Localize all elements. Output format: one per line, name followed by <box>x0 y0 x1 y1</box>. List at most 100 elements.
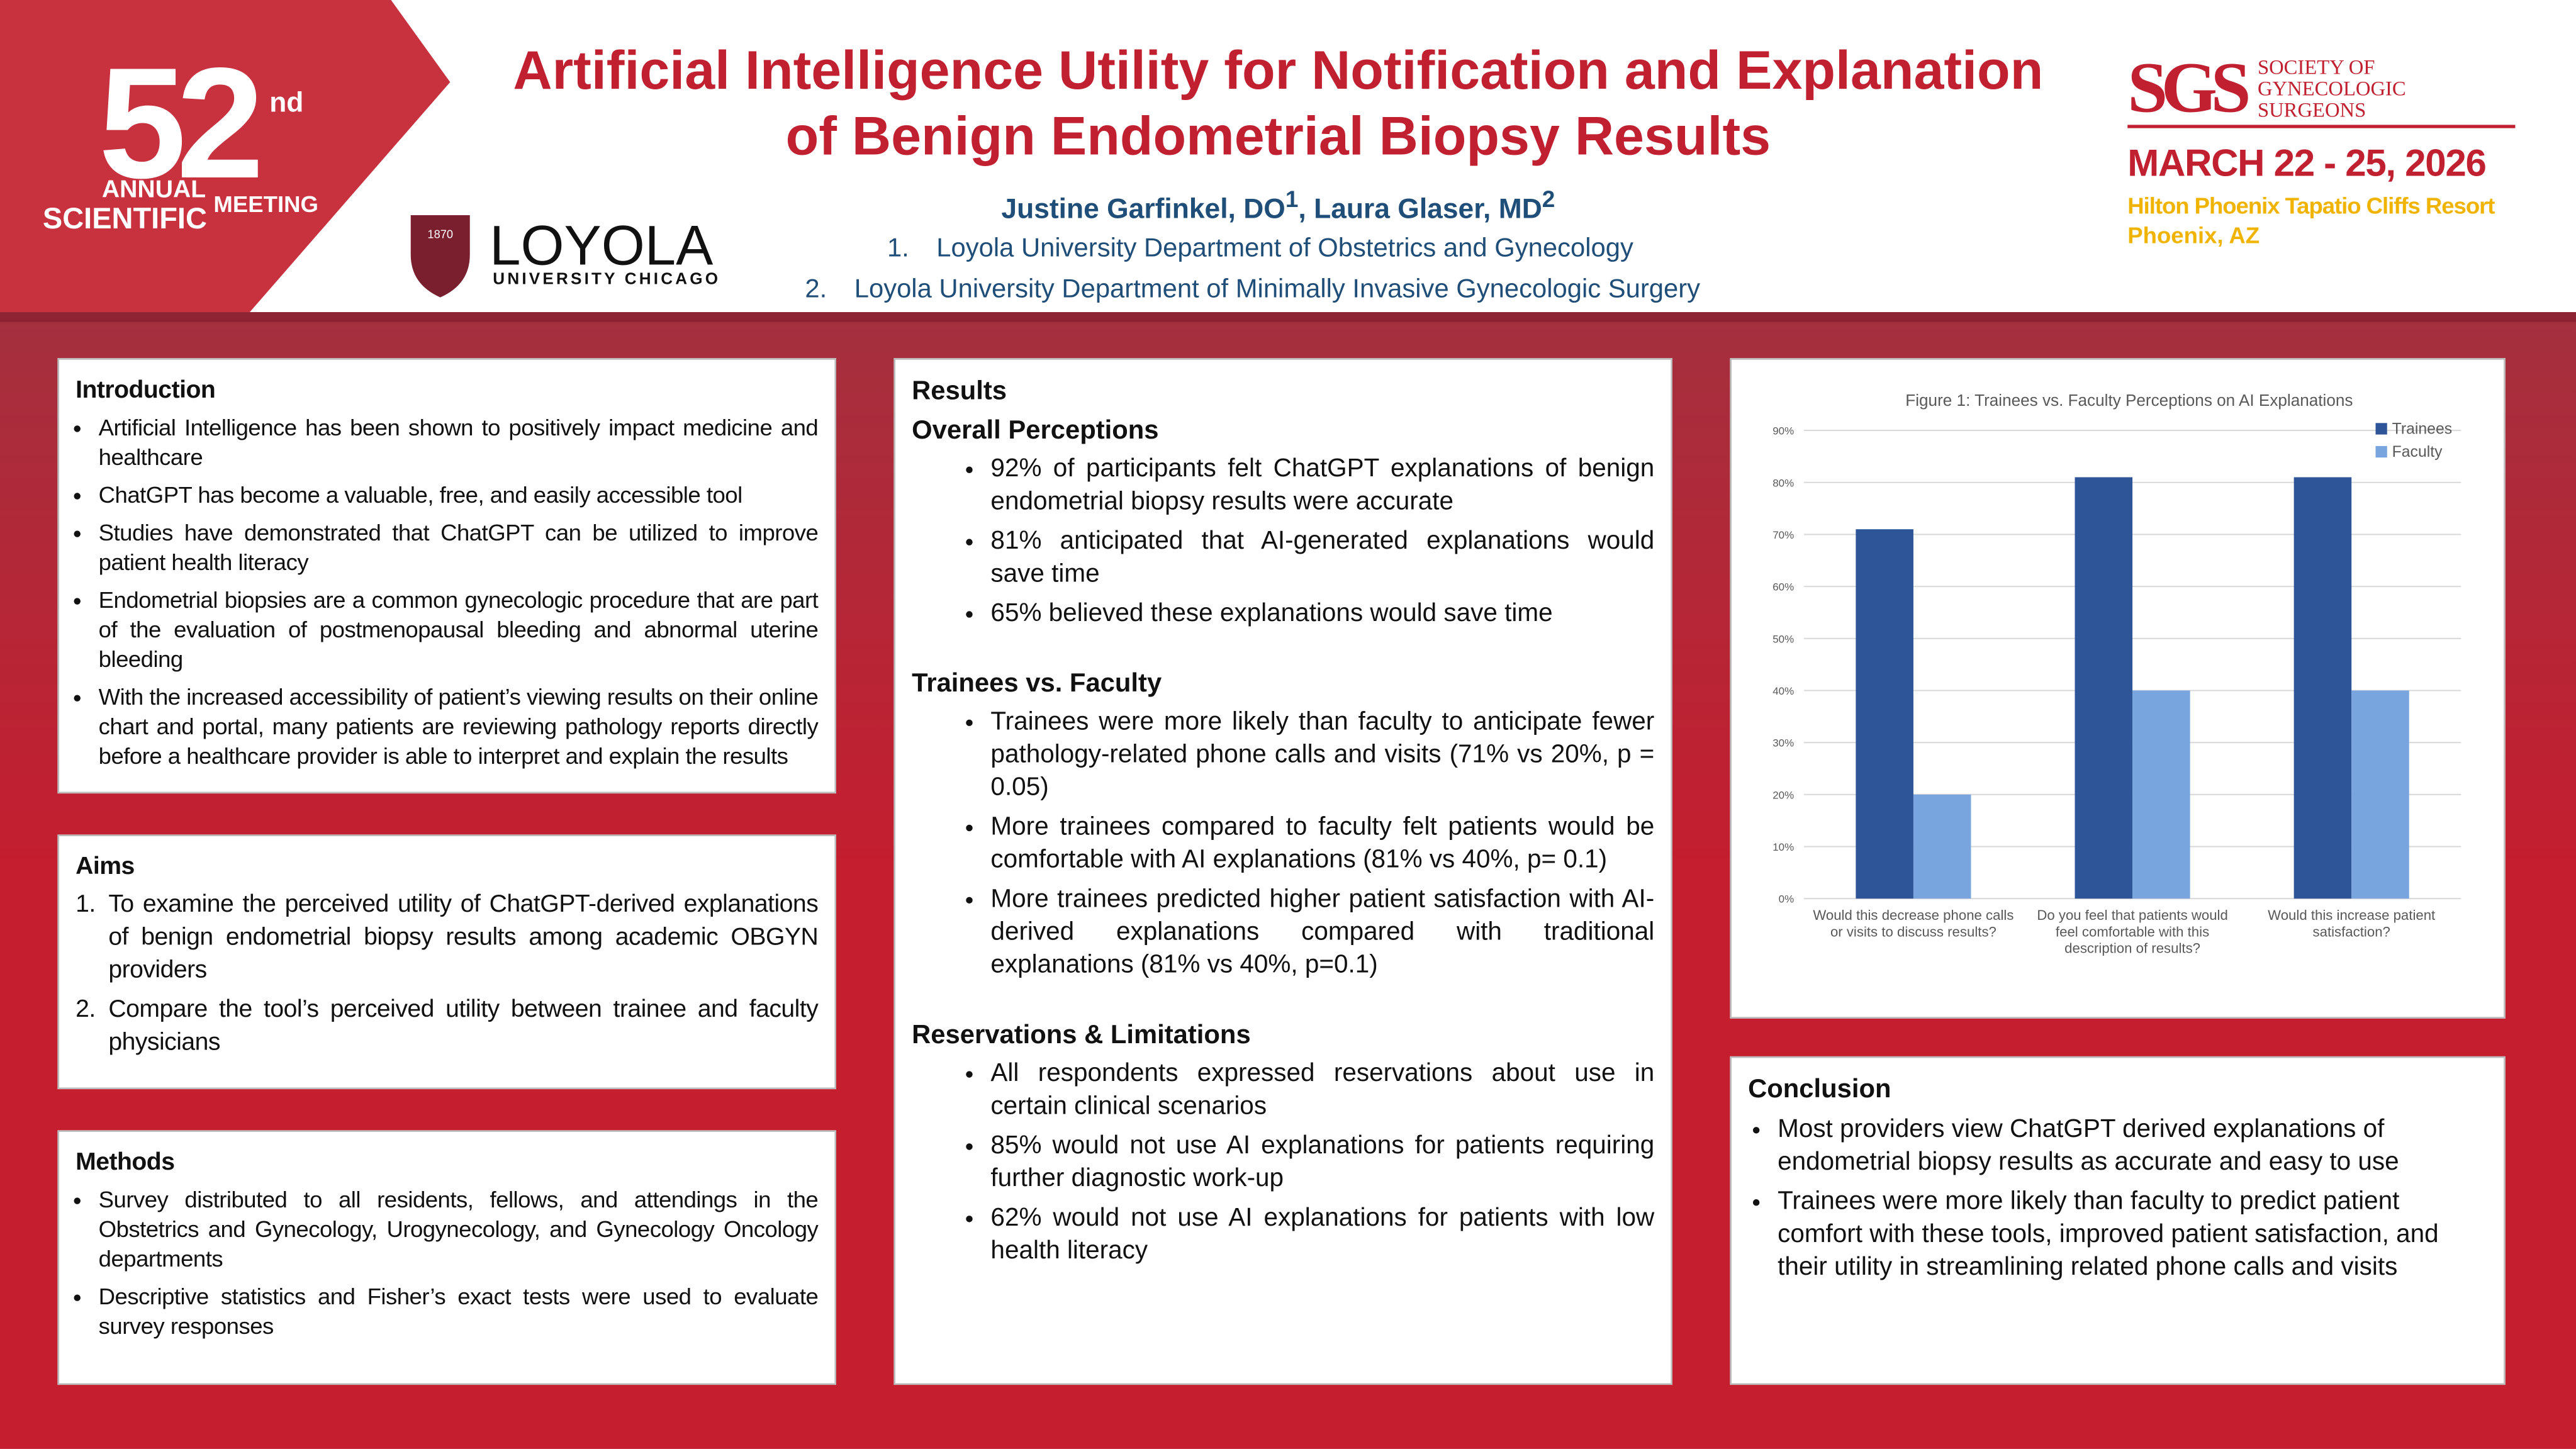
logo-shield <box>410 215 470 298</box>
sgs-name-line: SOCIETY OF <box>2257 55 2375 79</box>
bullet-list: All respondents expressed reservations a… <box>912 1058 1654 1268</box>
sgs-logo: SGS SOCIETY OF GYNECOLOGIC SURGEONS MARCH… <box>2127 47 2538 249</box>
bar <box>1856 529 1913 899</box>
badge-suffix: nd <box>269 87 303 118</box>
author-affiliation: 1 <box>1285 187 1299 214</box>
bar <box>2132 690 2190 899</box>
authors: Justine Garfinkel, DO1, Laura Glaser, MD… <box>444 187 2113 227</box>
legend-swatch <box>2375 423 2387 435</box>
bullet: 92% of participants felt ChatGPT explana… <box>990 454 1654 519</box>
title-line: Artificial Intelligence Utility for Noti… <box>513 39 2044 101</box>
y-tick-label: 80% <box>1772 477 1794 489</box>
y-tick-label: 0% <box>1779 893 1795 905</box>
subsection-heading: Reservations & Limitations <box>912 1022 1251 1050</box>
numbered-item: 2. Compare the tool’s perceived utility b… <box>76 994 819 1060</box>
affiliation-text: Loyola University Department of Minimall… <box>854 276 1701 305</box>
methods-panel: Methods Survey distributed to all residen… <box>57 1130 836 1385</box>
section-heading: Introduction <box>76 376 216 405</box>
sgs-mark: SGS <box>2127 47 2251 128</box>
y-tick-label: 30% <box>1772 737 1794 749</box>
logo-subtitle: UNIVERSITY CHICAGO <box>493 269 720 288</box>
legend-swatch <box>2375 445 2387 458</box>
badge-line: MEETING <box>213 191 318 217</box>
sgs-mark-row: SGS SOCIETY OF GYNECOLOGIC SURGEONS <box>2127 47 2516 128</box>
bullet-list: Most providers view ChatGPT derived expl… <box>1748 1114 2487 1285</box>
section-heading: Results <box>912 378 1007 406</box>
bullet: Most providers view ChatGPT derived expl… <box>1778 1114 2487 1179</box>
bullet: 65% believed these explanations would sa… <box>990 598 1654 630</box>
affiliation-text: Loyola University Department of Obstetri… <box>936 235 1633 263</box>
meeting-venue: Hilton Phoenix Tapatio Cliffs Resort <box>2127 192 2495 219</box>
affiliation: 2. Loyola University Department of Minima… <box>805 276 1700 306</box>
bullet: More trainees predicted higher patient s… <box>990 884 1654 983</box>
bullet-list: 92% of participants felt ChatGPT explana… <box>912 454 1654 631</box>
legend-label: Faculty <box>2392 444 2443 461</box>
author-name: Justine Garfinkel, DO <box>1001 193 1285 225</box>
badge-line: SCIENTIFIC <box>43 201 207 235</box>
y-tick-label: 40% <box>1772 685 1794 697</box>
badge-shape <box>0 0 451 313</box>
aims-panel: Aims 1. To examine the perceived utility o… <box>57 834 836 1090</box>
author-affiliation: 2 <box>1542 187 1555 214</box>
y-tick-label: 10% <box>1772 841 1794 853</box>
conclusion-panel: Conclusion Most providers view ChatGPT de… <box>1730 1056 2506 1385</box>
bullet: ChatGPT has become a valuable, free, and… <box>99 479 819 509</box>
bullet-list: Trainees were more likely than faculty t… <box>912 707 1654 983</box>
author-separator: , <box>1298 193 1306 225</box>
sgs-name-line: GYNECOLOGIC SURGEONS <box>2257 76 2406 121</box>
bullet: More trainees compared to faculty felt p… <box>990 812 1654 877</box>
bullet: Descriptive statistics and Fisher’s exac… <box>99 1282 819 1341</box>
item-text: To examine the perceived utility of Chat… <box>108 890 819 984</box>
sgs-name: SOCIETY OF GYNECOLOGIC SURGEONS <box>2257 55 2515 121</box>
item-number: 1. <box>76 890 96 919</box>
y-tick-label: 60% <box>1772 581 1794 593</box>
x-tick-label: Do you feel that patients would feel com… <box>2037 907 2228 956</box>
bullet: Trainees were more likely than faculty t… <box>990 707 1654 805</box>
y-tick-label: 90% <box>1772 425 1794 437</box>
chart-panel: Figure 1: Trainees vs. Faculty Perceptio… <box>1730 358 2506 1019</box>
item-text: Compare the tool’s perceived utility bet… <box>108 995 819 1056</box>
loyola-logo: 1870 LOYOLA UNIVERSITY CHICAGO <box>410 214 720 298</box>
meeting-badge: 52 nd ANNUAL SCIENTIFIC MEETING <box>0 0 451 313</box>
item-number: 2. <box>76 995 96 1024</box>
bullet-list: Artificial Intelligence has been shown t… <box>76 412 819 771</box>
y-tick-label: 70% <box>1772 529 1794 541</box>
bullet: Endometrial biopsies are a common gyneco… <box>99 585 819 674</box>
x-tick-label: Would this increase patient satisfaction… <box>2268 907 2436 940</box>
bullet: 81% anticipated that AI-generated explan… <box>990 526 1654 591</box>
section-heading: Conclusion <box>1748 1076 1891 1104</box>
bullet: All respondents expressed reservations a… <box>990 1058 1654 1123</box>
logo-year: 1870 <box>427 228 453 241</box>
section-heading: Aims <box>76 853 135 881</box>
logo-name: LOYOLA <box>490 214 714 276</box>
bar <box>2351 690 2409 899</box>
bar <box>2075 477 2133 899</box>
meeting-dates: MARCH 22 - 25, 2026 <box>2127 141 2487 184</box>
section-heading: Methods <box>76 1148 175 1177</box>
results-panel: Results Overall Perceptions 92% of partici… <box>893 358 1672 1385</box>
subsection-heading: Overall Perceptions <box>912 417 1159 445</box>
subsection-heading: Trainees vs. Faculty <box>912 670 1162 698</box>
badge-number: 52 <box>99 35 259 211</box>
affiliation-number: 2. <box>805 276 827 305</box>
meeting-city: Phoenix, AZ <box>2127 221 2260 249</box>
bullet: Survey distributed to all residents, fel… <box>99 1185 819 1273</box>
bullet-list: Survey distributed to all residents, fel… <box>76 1185 819 1341</box>
y-tick-label: 50% <box>1772 633 1794 645</box>
bar <box>2293 477 2352 899</box>
chart: Figure 1: Trainees vs. Faculty Perceptio… <box>1772 391 2461 905</box>
bar <box>1913 794 1971 899</box>
y-tick-label: 20% <box>1772 789 1794 801</box>
x-tick-label: Would this decrease phone calls or visit… <box>1813 907 2014 940</box>
introduction-panel: Introduction Artificial Intelligence has … <box>57 358 836 794</box>
bullet: 62% would not use AI explanations for pa… <box>990 1202 1654 1268</box>
bullet: 85% would not use AI explanations for pa… <box>990 1130 1654 1195</box>
bullet: Artificial Intelligence has been shown t… <box>99 412 819 471</box>
author-name: Laura Glaser, MD <box>1314 193 1542 225</box>
affiliation: 1. Loyola University Department of Obstet… <box>887 235 1633 264</box>
bullet: With the increased accessibility of pati… <box>99 682 819 771</box>
affiliation-number: 1. <box>887 235 909 263</box>
title-line: of Benign Endometrial Biopsy Results <box>785 105 1771 166</box>
